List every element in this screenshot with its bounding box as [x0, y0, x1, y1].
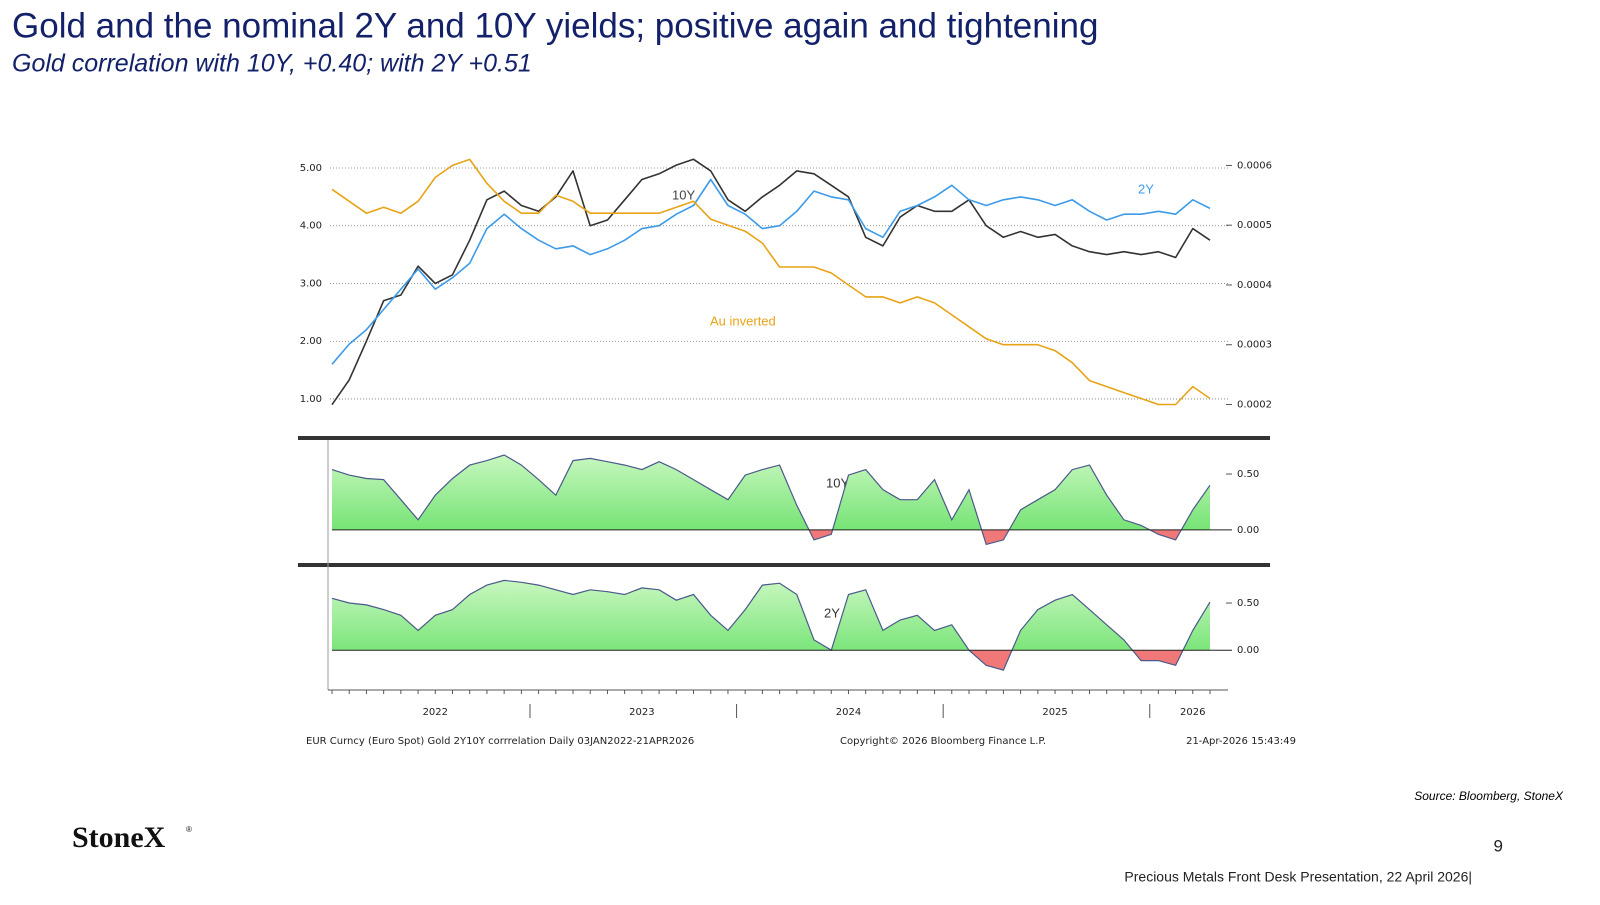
- y2-tick-label: 0.0006: [1237, 160, 1272, 171]
- series-line: [331, 158, 1211, 406]
- footer: Precious Metals Front Desk Presentation,…: [1124, 869, 1472, 885]
- y-tick-label: 0.50: [1237, 598, 1259, 609]
- y-tick-label: 3.00: [300, 278, 322, 289]
- x-tick-label: 2023: [629, 707, 654, 718]
- y-tick-label: 4.00: [300, 221, 322, 232]
- logo-mark: ®: [186, 825, 192, 834]
- series-line: [331, 158, 1211, 406]
- y2-tick-label: 0.0004: [1237, 280, 1272, 291]
- series-line: [331, 178, 1211, 365]
- source: Source: Bloomberg, StoneX: [1414, 789, 1564, 803]
- logo: StoneX: [72, 821, 166, 854]
- slide-subtitle: Gold correlation with 10Y, +0.40; with 2…: [12, 50, 532, 78]
- chart-copyright: Copyright© 2026 Bloomberg Finance L.P.: [840, 736, 1046, 747]
- chart-timestamp: 21-Apr-2026 15:43:49: [1186, 736, 1296, 747]
- x-tick-label: 2022: [423, 707, 448, 718]
- y-tick-label: 0.00: [1237, 525, 1259, 536]
- series-label: 2Y: [1138, 181, 1154, 196]
- area-negative: [332, 650, 1210, 671]
- panel-title: 10Y: [826, 475, 849, 490]
- slide-title: Gold and the nominal 2Y and 10Y yields; …: [12, 6, 1098, 45]
- panel-title: 2Y: [824, 605, 840, 620]
- y2-tick-label: 0.0002: [1237, 400, 1272, 411]
- area-positive: [332, 580, 1210, 651]
- area-line: [331, 454, 1211, 546]
- y-tick-label: 0.00: [1237, 645, 1259, 656]
- series-label: Au inverted: [710, 313, 776, 328]
- x-tick-label: 2024: [836, 707, 861, 718]
- y-tick-label: 5.00: [300, 163, 322, 174]
- y-tick-label: 2.00: [300, 336, 322, 347]
- y2-tick-label: 0.0003: [1237, 340, 1272, 351]
- y2-tick-label: 0.0005: [1237, 220, 1272, 231]
- y-tick-label: 1.00: [300, 394, 322, 405]
- chart-description: EUR Curncy (Euro Spot) Gold 2Y10Y corrre…: [306, 736, 694, 747]
- area-negative: [809, 529, 1182, 545]
- series-label: 10Y: [672, 187, 695, 202]
- x-tick-label: 2025: [1042, 707, 1067, 718]
- area-positive: [332, 455, 1210, 530]
- area-line: [331, 579, 1211, 671]
- y-tick-label: 0.50: [1237, 469, 1259, 480]
- x-tick-label: 2026: [1180, 707, 1205, 718]
- page-number: 9: [1494, 836, 1503, 855]
